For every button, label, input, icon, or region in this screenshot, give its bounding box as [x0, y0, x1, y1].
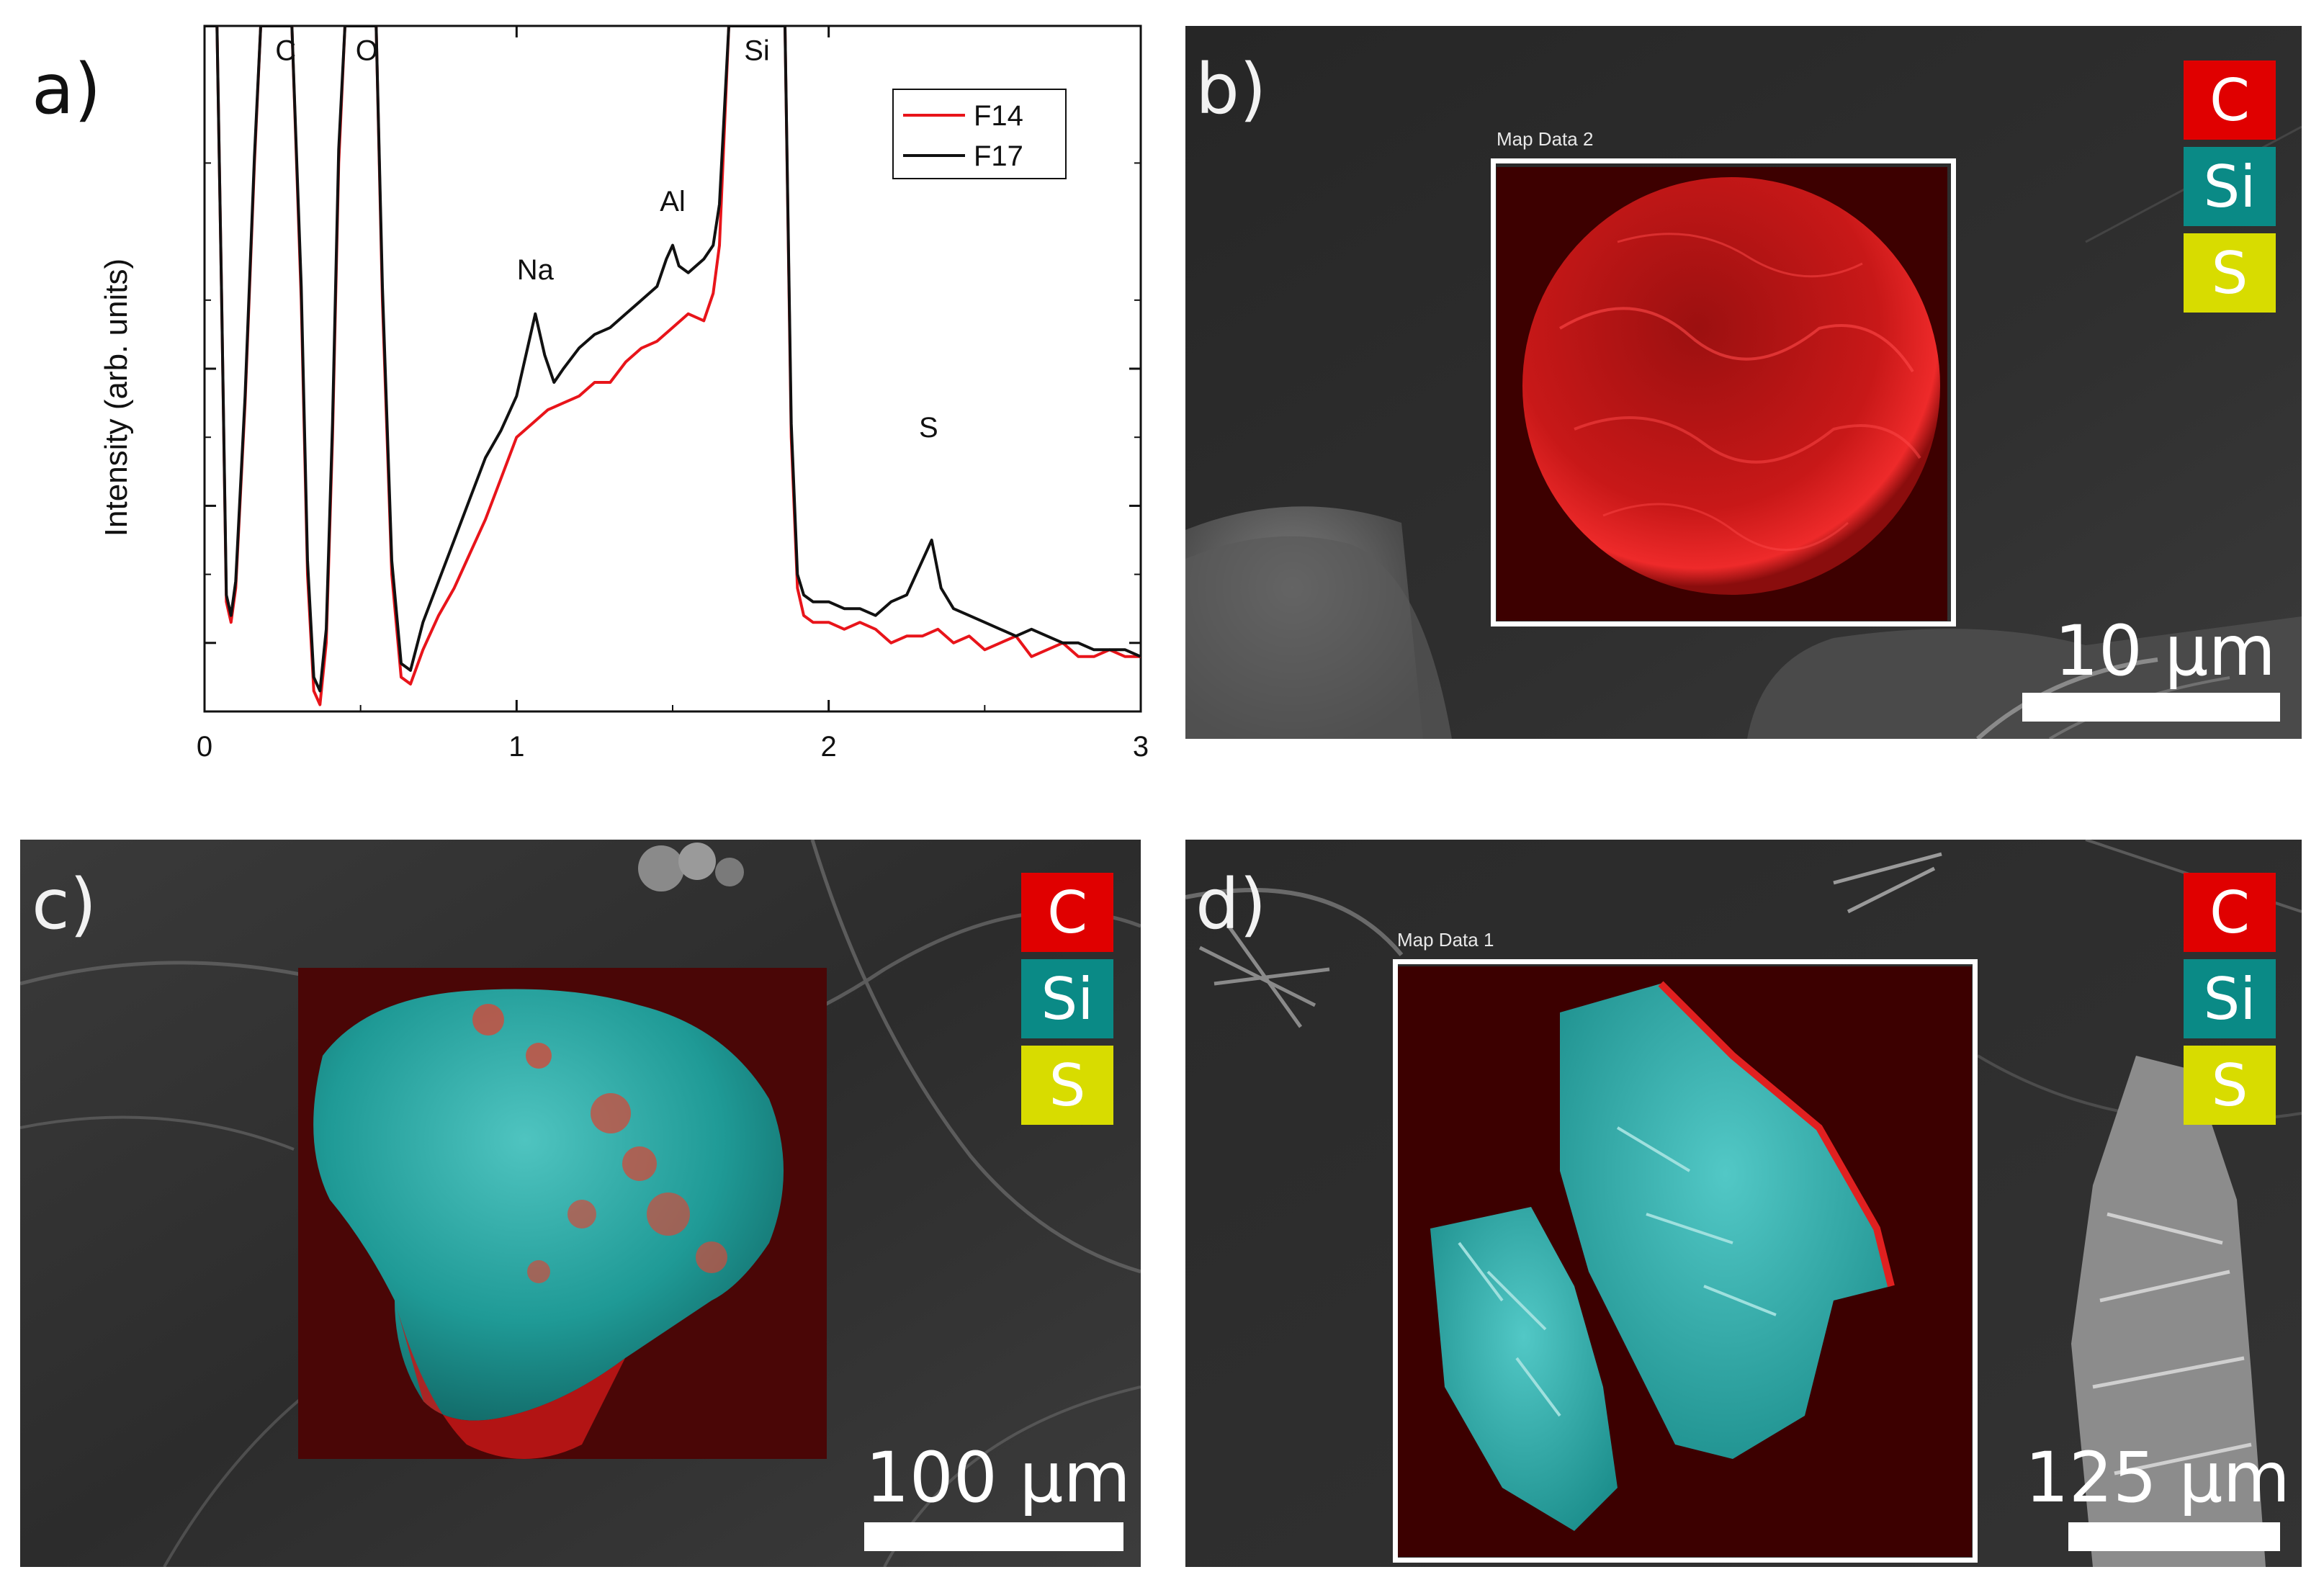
panel-b-sem-texture — [1185, 26, 2302, 739]
series-line-f17 — [205, 26, 1141, 693]
legend-label-f14: F14 — [974, 100, 1023, 132]
panel-d-sem-image: Map Data 1 — [1185, 840, 2302, 1567]
panel-b-legend-c: C — [2184, 60, 2276, 140]
panel-d-legend-si: Si — [2184, 959, 2276, 1038]
panel-c-sem-texture — [20, 840, 1141, 1567]
legend-box — [892, 89, 1067, 179]
panel-d-scale-label: 125 µm — [2024, 1437, 2290, 1518]
peak-label: C — [275, 35, 296, 67]
panel-b-scale-label: 10 µm — [2054, 611, 2276, 691]
panel-c-scale-bar — [864, 1522, 1123, 1551]
legend-label-f17: F17 — [974, 140, 1023, 172]
peak-label: Al — [660, 186, 686, 217]
peak-label: O — [356, 35, 378, 67]
x-tick-label: 0 — [197, 731, 212, 763]
peak-label: Na — [517, 254, 555, 286]
peak-label: Si — [744, 35, 770, 67]
panel-d-legend-c: C — [2184, 873, 2276, 952]
peak-label: S — [919, 412, 938, 444]
x-tick-label: 2 — [821, 731, 837, 763]
panel-d-scale-bar — [2068, 1522, 2280, 1551]
panel-c-legend-si: Si — [1021, 959, 1113, 1038]
panel-b-legend-si: Si — [2184, 147, 2276, 226]
x-tick-label: 1 — [508, 731, 524, 763]
panel-c-letter: c) — [32, 864, 97, 945]
panel-a-letter: a) — [32, 49, 102, 130]
panel-b-letter: b) — [1195, 49, 1267, 130]
panel-c-scale-label: 100 µm — [865, 1437, 1131, 1518]
panel-b-map-frame — [1491, 158, 1956, 626]
panel-b-legend-s: S — [2184, 233, 2276, 313]
panel-b-scale-bar — [2022, 693, 2280, 722]
panel-d-letter: d) — [1195, 864, 1267, 945]
y-axis-label: Intensity (arb. units) — [99, 259, 134, 536]
x-tick-label: 3 — [1133, 731, 1149, 763]
panel-c-sem-image — [20, 840, 1141, 1567]
panel-b-map-label: Map Data 2 — [1497, 128, 1594, 150]
panel-c-legend-c: C — [1021, 873, 1113, 952]
panel-d-map-label: Map Data 1 — [1397, 929, 1494, 951]
panel-d-map-frame — [1393, 959, 1978, 1563]
panel-c-legend-s: S — [1021, 1046, 1113, 1125]
panel-b-sem-image: Map Data 2 — [1185, 26, 2302, 739]
panel-d-legend-s: S — [2184, 1046, 2276, 1125]
eds-spectrum-chart: Intensity (arb. units) 0 1 2 3 C O Na Al Si S F1… — [99, 24, 1149, 763]
